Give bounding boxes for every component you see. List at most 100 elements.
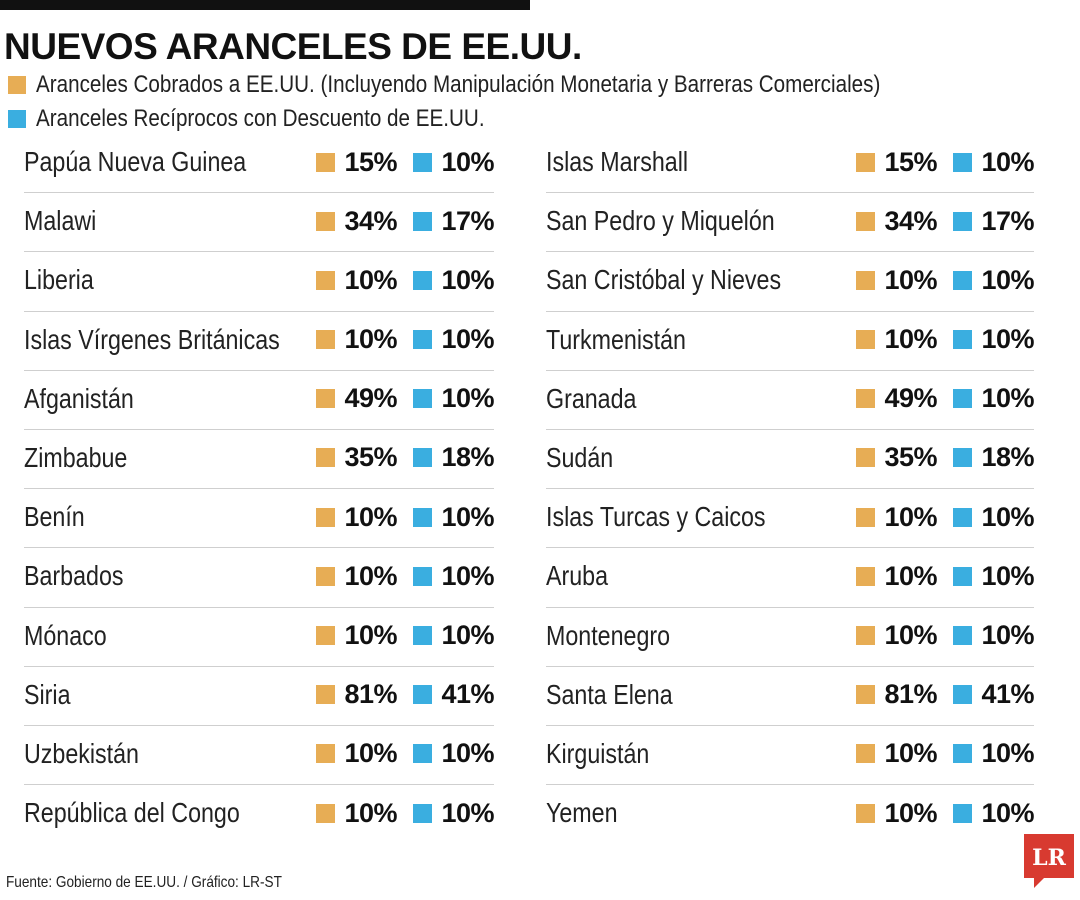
charged-value: 10%: [344, 264, 397, 295]
reciprocal-value-group: 10%: [953, 324, 1035, 355]
charged-value-group: 10%: [316, 798, 398, 829]
country-label: Islas Marshall: [546, 146, 689, 177]
country-label: Zimbabue: [24, 441, 128, 473]
table-row-zimbabue: Zimbabue 35% 18%: [24, 430, 495, 490]
blue-square-icon: [413, 389, 432, 409]
reciprocal-value-group: 41%: [413, 679, 495, 710]
charged-value: 49%: [344, 383, 397, 414]
legend-label-reciprocal: Aranceles Recíprocos con Descuento de EE…: [36, 105, 485, 132]
lr-logo: LR: [1024, 834, 1074, 888]
blue-square-icon: [953, 270, 972, 290]
reciprocal-value: 10%: [441, 797, 494, 828]
orange-square-icon: [316, 507, 335, 527]
charged-value-group: 34%: [316, 206, 398, 237]
orange-square-icon: [856, 330, 875, 350]
orange-square-icon: [316, 389, 335, 409]
charged-value-group: 10%: [316, 620, 398, 651]
reciprocal-value: 41%: [981, 679, 1034, 710]
charged-value-group: 10%: [316, 561, 398, 592]
reciprocal-value-group: 18%: [953, 442, 1035, 473]
values-group: 15% 10%: [316, 134, 495, 190]
charged-value-group: 10%: [316, 324, 398, 355]
charged-value-group: 15%: [316, 147, 398, 178]
reciprocal-value-group: 10%: [953, 560, 1035, 592]
charged-value: 10%: [344, 501, 397, 532]
table-row-granada: Granada 49% 10%: [546, 371, 1035, 430]
values-group: 10% 10%: [856, 726, 1035, 782]
charged-value-group: 49%: [316, 383, 398, 414]
reciprocal-value: 10%: [981, 738, 1034, 769]
values-group: 10% 10%: [856, 608, 1035, 664]
table-row-afganistan: Afganistán 49% 10%: [24, 371, 495, 430]
blue-square-icon: [413, 330, 432, 350]
orange-square-icon: [856, 626, 875, 645]
reciprocal-value: 10%: [441, 560, 494, 591]
values-group: 49% 10%: [316, 371, 495, 427]
chart-title: NUEVOS ARANCELES DE EE.UU.: [4, 26, 582, 67]
charged-value-group: 10%: [316, 738, 398, 769]
blue-square-icon: [953, 448, 972, 468]
reciprocal-value-group: 10%: [413, 324, 495, 355]
reciprocal-value-group: 17%: [953, 206, 1035, 237]
charged-value: 10%: [884, 324, 937, 355]
blue-square-icon: [953, 389, 972, 409]
blue-square-icon: [953, 626, 972, 645]
charged-value-group: 10%: [316, 501, 398, 533]
reciprocal-value-group: 41%: [953, 679, 1035, 710]
reciprocal-value-group: 18%: [413, 442, 495, 473]
lr-logo-text: LR: [1032, 845, 1066, 871]
country-label: Sudán: [546, 441, 614, 473]
orange-square-icon: [856, 744, 875, 764]
reciprocal-value: 17%: [441, 205, 494, 236]
values-group: 10% 10%: [856, 785, 1035, 841]
blue-square-icon: [413, 566, 432, 586]
table-column-right: Islas Marshall 15% 10% San Pedro y Miquelón…: [546, 134, 1035, 844]
values-group: 10% 10%: [856, 312, 1035, 368]
table-row-sudan: Sudán 35% 18%: [546, 430, 1035, 490]
country-label: Montenegro: [546, 619, 671, 651]
values-group: 34% 17%: [316, 193, 495, 249]
orange-square-icon: [856, 211, 875, 231]
reciprocal-value: 10%: [981, 620, 1034, 650]
reciprocal-value-group: 10%: [413, 264, 495, 296]
values-group: 35% 18%: [316, 430, 495, 486]
reciprocal-value: 10%: [981, 264, 1034, 295]
values-group: 10% 10%: [316, 489, 495, 545]
orange-square-icon: [316, 448, 335, 468]
top-rule: [0, 0, 530, 10]
blue-square-icon: [413, 744, 432, 764]
table-row-montenegro: Montenegro 10% 10%: [546, 608, 1035, 667]
country-label: Malawi: [24, 205, 97, 237]
blue-square-icon: [413, 211, 432, 231]
blue-square-icon: [953, 685, 972, 705]
blue-square-icon: [953, 330, 972, 350]
table-row-benin: Benín 10% 10%: [24, 489, 495, 549]
charged-value-group: 49%: [856, 383, 938, 414]
table-row-kirguistan: Kirguistán 10% 10%: [546, 726, 1035, 786]
table-row-republica-del-congo: República del Congo 10% 10%: [24, 785, 495, 844]
orange-square-icon: [856, 152, 875, 172]
legend: Aranceles Cobrados a EE.UU. (Incluyendo …: [8, 68, 1018, 136]
reciprocal-value: 10%: [981, 560, 1034, 591]
orange-square-icon: [856, 270, 875, 290]
country-label: San Pedro y Miquelón: [546, 205, 775, 237]
reciprocal-value: 10%: [441, 264, 494, 295]
charged-value-group: 10%: [856, 561, 938, 592]
blue-square-icon: [953, 507, 972, 527]
reciprocal-value: 10%: [441, 620, 494, 650]
charged-value-group: 10%: [856, 798, 938, 829]
country-label: República del Congo: [24, 797, 240, 829]
country-label: Islas Turcas y Caicos: [546, 501, 766, 533]
country-label: Santa Elena: [546, 678, 673, 710]
orange-square-icon: [856, 803, 875, 823]
reciprocal-value: 10%: [441, 501, 494, 532]
table-row-san-cristobal-y-nieves: San Cristóbal y Nieves 10% 10%: [546, 252, 1035, 312]
charged-value-group: 35%: [856, 442, 938, 473]
charged-value-group: 10%: [856, 502, 938, 533]
charged-value: 10%: [344, 738, 397, 769]
reciprocal-value: 10%: [981, 501, 1034, 532]
reciprocal-value-group: 10%: [953, 383, 1035, 414]
reciprocal-value-group: 10%: [953, 798, 1035, 829]
legend-swatch-blue: [8, 110, 26, 128]
values-group: 35% 18%: [856, 430, 1035, 486]
